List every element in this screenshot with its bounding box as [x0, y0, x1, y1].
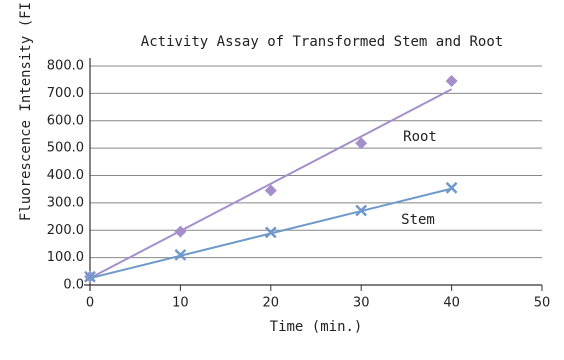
point	[445, 181, 458, 194]
y-tick-label: 600.0	[47, 113, 84, 128]
point	[355, 204, 368, 217]
point	[445, 75, 458, 88]
x-tick-label: 50	[534, 296, 551, 311]
x-tick-label: 20	[263, 296, 280, 311]
x-axis-label: Time (min.)	[270, 319, 363, 335]
point	[84, 270, 96, 283]
y-tick-label: 0.0	[63, 278, 84, 293]
y-tick-label: 500.0	[47, 141, 84, 156]
chart-title: Activity Assay of Transformed Stem and R…	[141, 34, 503, 50]
x-tick-label: 30	[353, 296, 370, 311]
y-tick-label: 400.0	[47, 168, 84, 183]
point	[174, 249, 187, 261]
x-tick-label: 40	[443, 296, 460, 311]
trend-line	[89, 88, 453, 280]
x-tick-label: 10	[172, 296, 189, 311]
y-tick-label: 800.0	[47, 59, 84, 74]
y-tick-label: 300.0	[47, 195, 84, 210]
y-tick-label: 700.0	[47, 86, 84, 101]
point	[264, 184, 277, 197]
point	[355, 137, 368, 150]
point	[174, 225, 187, 238]
series-label: Root	[403, 129, 437, 145]
y-axis-label: Fluorescence Intensity (FI	[18, 2, 34, 221]
y-tick-label: 100.0	[47, 250, 84, 265]
x-tick-label: 0	[86, 296, 94, 311]
series-label: Stem	[401, 212, 435, 228]
point	[264, 226, 277, 239]
y-tick-label: 200.0	[47, 223, 84, 238]
